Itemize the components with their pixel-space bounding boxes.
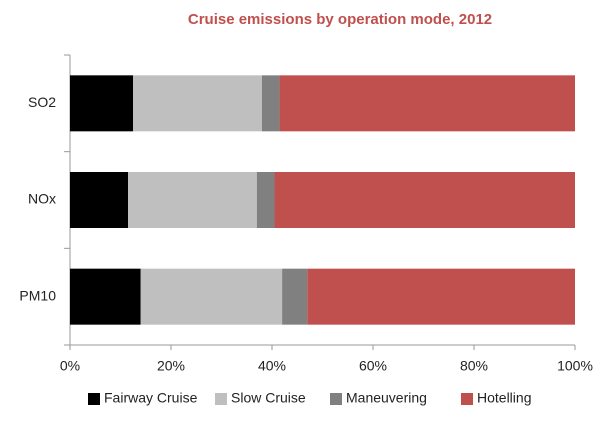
bar-segment: [261, 75, 280, 132]
chart-title: Cruise emissions by operation mode, 2012: [188, 11, 492, 28]
x-tick-label: 80%: [460, 358, 488, 374]
x-tick-label: 60%: [359, 358, 387, 374]
legend-label: Slow Cruise: [231, 390, 306, 406]
x-tick-label: 40%: [258, 358, 286, 374]
legend-label: Hotelling: [477, 390, 531, 406]
legend-label: Fairway Cruise: [104, 390, 198, 406]
legend-label: Maneuvering: [346, 390, 427, 406]
legend-swatch: [88, 393, 100, 405]
bar-segment: [256, 172, 275, 228]
bar-segment: [70, 75, 134, 132]
x-tick-label: 0%: [60, 358, 80, 374]
legend-swatch: [330, 393, 342, 405]
x-tick-label: 20%: [157, 358, 185, 374]
bar-segment: [140, 268, 283, 325]
y-tick-label: PM10: [19, 287, 56, 303]
bar-segment: [128, 172, 257, 228]
bar-segment: [279, 75, 575, 132]
bar-segment: [133, 75, 262, 132]
x-tick-label: 100%: [557, 358, 593, 374]
bar-segment: [274, 172, 575, 228]
bar-segment: [70, 268, 141, 325]
y-tick-label: NOx: [28, 191, 56, 207]
bar-segment: [282, 268, 308, 325]
legend-swatch: [461, 393, 473, 405]
bar-segment: [70, 172, 129, 228]
legend-swatch: [215, 393, 227, 405]
y-tick-label: SO2: [28, 94, 56, 110]
bar-segment: [307, 268, 575, 325]
